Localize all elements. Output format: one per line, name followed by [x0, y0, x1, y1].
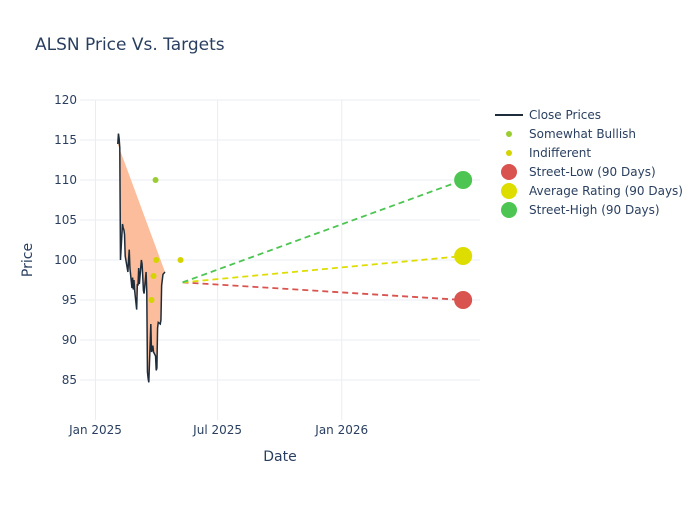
- x-axis-title: Date: [263, 449, 296, 465]
- close-price-series-line: [117, 133, 166, 383]
- y-tick-label: 90: [62, 333, 77, 347]
- x-tick-label: Jul 2025: [192, 423, 242, 437]
- legend-label: Somewhat Bullish: [529, 127, 636, 141]
- y-tick-label: 100: [54, 253, 77, 267]
- legend-swatch-dot: [506, 150, 512, 156]
- legend-label: Street-Low (90 Days): [529, 165, 656, 179]
- target-line: [182, 179, 464, 284]
- legend-label: Average Rating (90 Days): [529, 184, 683, 198]
- target-line: [182, 281, 464, 301]
- legend-swatch-dot: [501, 164, 517, 180]
- target-marker: [454, 171, 473, 189]
- y-axis-title: Price: [20, 243, 36, 277]
- y-tick-label: 85: [62, 373, 77, 387]
- rating-point: [148, 297, 155, 303]
- target-projections: [182, 171, 473, 309]
- x-tick-label: Jan 2026: [314, 423, 368, 437]
- legend-label: Indifferent: [529, 146, 591, 160]
- analyst-rating-points: [148, 177, 184, 303]
- chart-title: ALSN Price Vs. Targets: [35, 35, 225, 55]
- close-price-area: [117, 133, 165, 383]
- target-marker: [454, 247, 473, 265]
- legend-swatch-dot: [501, 183, 517, 199]
- legend-swatch-dot: [501, 202, 517, 218]
- y-tick-label: 105: [54, 213, 77, 227]
- y-tick-label: 120: [54, 93, 77, 107]
- y-tick-label: 110: [54, 173, 77, 187]
- y-tick-label: 115: [54, 133, 77, 147]
- rating-point: [150, 273, 157, 279]
- target-line: [182, 255, 464, 284]
- legend-swatch-dot: [506, 131, 512, 137]
- close-price-line: [117, 133, 166, 383]
- legend[interactable]: Close Prices Somewhat Bullish Indifferent S…: [495, 108, 683, 218]
- rating-point: [153, 257, 160, 263]
- y-axis-ticks: 85 90 95 100 105 110 115 120: [54, 93, 77, 387]
- y-tick-label: 95: [62, 293, 77, 307]
- rating-point: [152, 177, 159, 183]
- close-price-fill: [117, 133, 165, 383]
- legend-label: Close Prices: [529, 108, 601, 122]
- x-axis-ticks: Jan 2025 Jul 2025 Jan 2026: [68, 423, 368, 437]
- legend-label: Street-High (90 Days): [529, 203, 660, 217]
- rating-point: [177, 257, 184, 263]
- target-marker: [454, 291, 473, 309]
- x-tick-label: Jan 2025: [68, 423, 122, 437]
